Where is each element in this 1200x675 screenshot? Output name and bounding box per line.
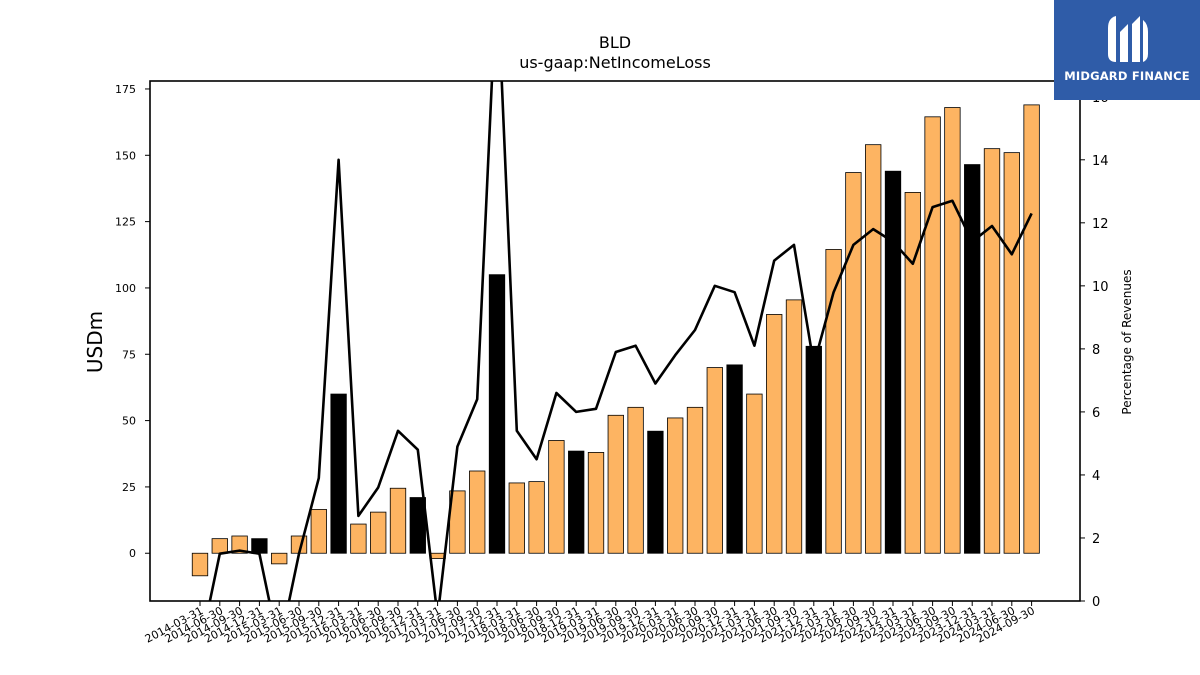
bar-2023-03-31 [904, 192, 921, 554]
bar-2014-03-31 [191, 552, 209, 577]
bar-2016-03-31 [350, 523, 367, 554]
bar-2023-09-30 [944, 107, 961, 554]
y2-tick-label: 0 [1092, 595, 1100, 610]
bar-2015-03-31 [271, 552, 288, 565]
chart-subtitle: us-gaap:NetIncomeLoss [519, 53, 711, 72]
bar-2021-03-31 [746, 393, 763, 554]
y-tick-label: 0 [129, 547, 136, 560]
y2-axis-label: Percentage of Revenues [1120, 269, 1134, 414]
y2-tick-label: 2 [1092, 532, 1100, 547]
bar-2018-03-31 [508, 482, 525, 554]
chart-title: BLD [599, 33, 631, 52]
y-tick-label: 175 [115, 83, 136, 96]
bar-2021-09-30 [785, 299, 803, 554]
y2-tick-label: 6 [1092, 406, 1100, 421]
logo-text: MIDGARD FINANCE [1064, 69, 1190, 83]
percentage-line [208, 81, 1033, 601]
y-tick-label: 50 [122, 415, 136, 428]
y2-tick-label: 12 [1092, 217, 1109, 232]
bar-2017-09-30 [469, 470, 486, 554]
bar-2016-06-30 [370, 511, 387, 554]
y-tick-label: 125 [115, 216, 136, 229]
bar-2019-03-31 [587, 452, 605, 554]
bar-2018-12-31 [568, 450, 585, 554]
y-axis-label: USDm [83, 311, 107, 373]
bar-2021-12-31 [805, 345, 822, 554]
bar-2020-12-31 [726, 364, 743, 554]
y2-tick-label: 4 [1092, 469, 1100, 484]
bars-group [191, 104, 1040, 577]
y-tick-label: 150 [115, 149, 136, 162]
bar-2020-09-30 [706, 367, 723, 554]
bar-2024-03-31 [983, 148, 1001, 554]
bar-2014-09-30 [231, 535, 248, 554]
bar-2022-03-31 [825, 249, 842, 554]
y-tick-label: 25 [122, 481, 136, 494]
bar-2015-09-30 [310, 509, 327, 554]
plot-frame [149, 80, 1081, 602]
bar-2022-12-31 [884, 170, 902, 554]
bar-2024-09-30 [1023, 104, 1040, 554]
bar-2018-06-30 [528, 481, 545, 554]
bar-2023-12-31 [964, 164, 981, 554]
y2-tick-label: 14 [1092, 154, 1109, 169]
bar-2023-06-30 [924, 116, 941, 554]
line-group [208, 81, 1033, 601]
bar-2014-12-31 [251, 538, 268, 554]
midgard-finance-logo: MIDGARD FINANCE [1054, 0, 1200, 100]
bar-2017-12-31 [488, 274, 506, 554]
bar-2019-09-30 [627, 406, 644, 554]
y2-tick-label: 8 [1092, 343, 1100, 358]
bar-2020-03-31 [667, 417, 684, 554]
bar-2022-06-30 [845, 172, 862, 554]
bar-2019-06-30 [607, 414, 624, 554]
y2-tick-label: 10 [1092, 280, 1109, 295]
y-tick-label: 100 [115, 282, 136, 295]
bar-2022-09-30 [865, 144, 882, 554]
bar-2017-03-31 [429, 552, 446, 559]
bar-2024-06-30 [1003, 152, 1020, 554]
bar-2020-06-30 [686, 406, 704, 554]
logo-mark-icon [1108, 16, 1148, 62]
bar-2015-12-31 [330, 393, 347, 554]
bar-2014-06-30 [211, 538, 228, 554]
bar-2021-06-30 [766, 314, 783, 554]
bar-2019-12-31 [647, 430, 664, 554]
bar-2018-09-30 [548, 440, 565, 554]
y-tick-label: 75 [122, 348, 136, 361]
bar-2016-09-30 [389, 487, 407, 554]
